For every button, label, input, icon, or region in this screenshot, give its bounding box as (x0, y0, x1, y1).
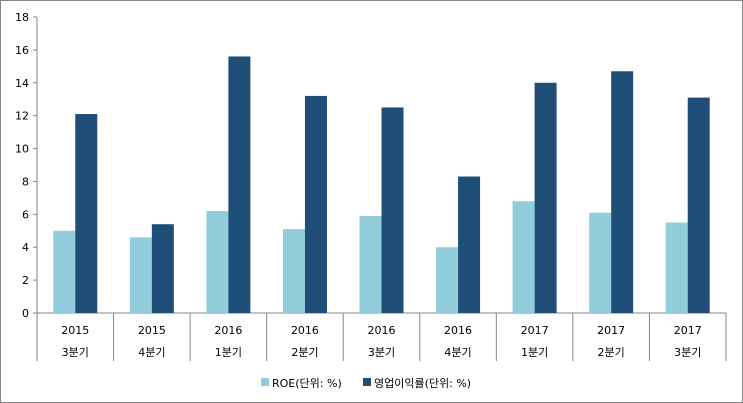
x-tick-label-quarter: 1분기 (521, 346, 548, 359)
legend-label-roe: ROE(단위: %) (272, 377, 342, 390)
x-tick-label-year: 2016 (291, 324, 319, 337)
x-tick-label-year: 2016 (444, 324, 472, 337)
legend-label-operating-margin: 영업이익률(단위: %) (374, 377, 471, 390)
y-tick-label: 14 (15, 77, 29, 90)
bar-operating-margin (381, 107, 404, 313)
bar-roe (282, 229, 305, 313)
y-tick-label: 16 (15, 44, 29, 57)
x-tick-label-quarter: 1분기 (215, 346, 242, 359)
x-tick-label-quarter: 3분기 (62, 346, 89, 359)
x-tick-label-year: 2016 (214, 324, 242, 337)
x-tick-label-quarter: 2분기 (291, 346, 318, 359)
x-tick-label-year: 2016 (368, 324, 396, 337)
bar-roe (359, 215, 382, 313)
y-tick-label: 8 (22, 175, 29, 188)
x-tick-label-quarter: 2분기 (598, 346, 625, 359)
bar-operating-margin (687, 97, 710, 313)
bar-operating-margin (534, 82, 557, 314)
bar-operating-margin (151, 224, 174, 313)
x-tick-label-year: 2017 (597, 324, 625, 337)
y-tick-label: 6 (22, 208, 29, 221)
bar-roe (129, 237, 152, 313)
y-tick-label: 18 (15, 11, 29, 24)
bar-roe (589, 212, 612, 313)
y-tick-label: 2 (22, 274, 29, 287)
x-tick-label-quarter: 3분기 (674, 346, 701, 359)
y-tick-label: 0 (22, 307, 29, 320)
bar-roe (206, 211, 229, 313)
x-tick-label-year: 2015 (138, 324, 166, 337)
x-tick-label-quarter: 4분기 (444, 346, 471, 359)
bar-roe (665, 222, 688, 313)
bar-operating-margin (304, 95, 327, 313)
bar-roe (512, 201, 535, 313)
bar-operating-margin (611, 71, 634, 314)
bar-operating-margin (75, 114, 98, 314)
legend-swatch-operating-margin (363, 378, 371, 386)
y-tick-label: 10 (15, 143, 29, 156)
bar-operating-margin (228, 56, 251, 313)
legend-swatch-roe (261, 378, 269, 386)
bar-roe (436, 247, 459, 313)
x-tick-label-year: 2017 (674, 324, 702, 337)
bar-roe (53, 230, 76, 313)
x-tick-label-year: 2017 (521, 324, 549, 337)
x-tick-label-year: 2015 (61, 324, 89, 337)
y-tick-label: 12 (15, 110, 29, 123)
y-tick-label: 4 (22, 241, 29, 254)
bar-operating-margin (458, 176, 481, 313)
x-tick-label-quarter: 4분기 (138, 346, 165, 359)
x-tick-label-quarter: 3분기 (368, 346, 395, 359)
